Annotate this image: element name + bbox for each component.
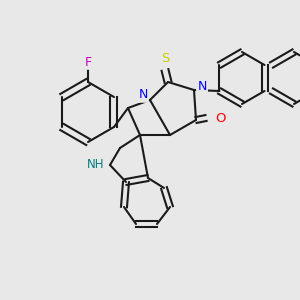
Text: F: F [84, 56, 92, 68]
Text: S: S [161, 52, 169, 64]
Text: N: N [138, 88, 148, 101]
Text: NH: NH [87, 158, 105, 172]
Text: O: O [215, 112, 225, 124]
Text: N: N [197, 80, 207, 92]
